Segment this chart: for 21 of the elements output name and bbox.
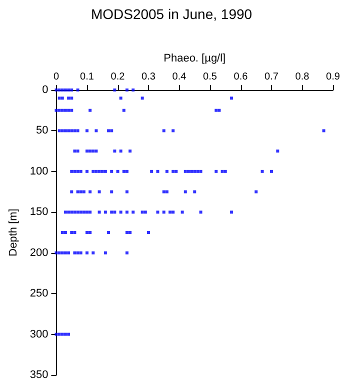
- chart-title: MODS2005 in June, 1990: [90, 6, 252, 22]
- x-tick-label: 0.3: [142, 72, 156, 82]
- y-tick-label: 100: [30, 165, 48, 178]
- x-axis-title: Phaeo. [µg/l]: [164, 52, 226, 64]
- x-tick-label: 0.7: [264, 72, 279, 82]
- x-tick-label: 0.4: [172, 72, 187, 82]
- y-tick-label: 300: [30, 328, 48, 340]
- x-tick-label: 0.6: [234, 72, 248, 82]
- y-tick-label: 0: [42, 84, 48, 96]
- y-tick-label: 350: [30, 369, 48, 381]
- x-tick-label: 0.8: [295, 72, 310, 82]
- x-tick-label: 0.2: [110, 72, 126, 82]
- x-tick-label: 0: [53, 72, 60, 82]
- x-tick-label: 0.5: [203, 72, 218, 82]
- x-tick-label: 0.9: [326, 72, 340, 82]
- y-tick-label: 50: [36, 124, 48, 137]
- y-tick-label: 200: [30, 246, 48, 259]
- y-tick-label: 150: [30, 206, 48, 218]
- y-tick-label: 250: [30, 288, 48, 300]
- x-tick-label: 0.1: [80, 72, 94, 82]
- y-axis-title: Depth [m]: [8, 208, 20, 256]
